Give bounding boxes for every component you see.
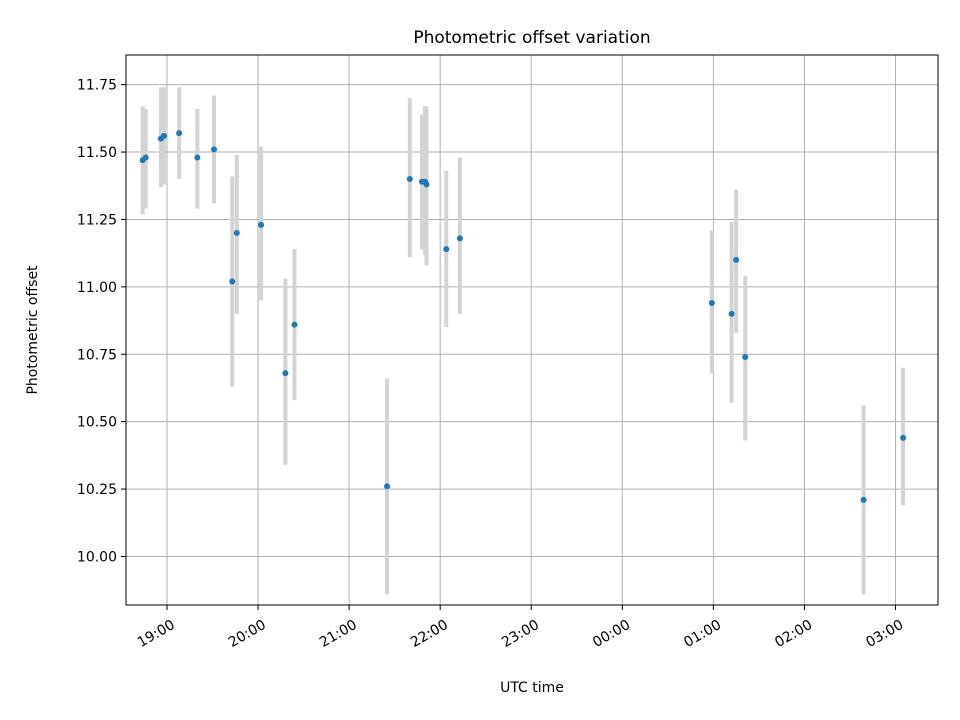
data-point — [194, 154, 201, 161]
y-axis-ticks: 10.00 10.25 10.50 10.75 11.00 11.25 11.50 11.75 — [77, 78, 126, 565]
data-point — [742, 353, 749, 360]
y-tick-label: 11.00 — [77, 280, 117, 296]
data-point — [708, 300, 715, 307]
data-point — [443, 246, 450, 253]
y-tick-label: 10.25 — [77, 482, 117, 498]
data-point — [291, 321, 298, 328]
data-point — [423, 181, 430, 188]
data-point — [211, 146, 218, 153]
y-tick-label: 10.75 — [77, 347, 117, 363]
data-point — [258, 221, 265, 228]
data-point — [233, 229, 240, 236]
chart-title: Photometric offset variation — [413, 28, 650, 48]
data-point — [384, 483, 391, 490]
grid — [126, 55, 938, 605]
y-tick-label: 11.25 — [77, 212, 117, 228]
data-point — [176, 130, 183, 137]
y-tick-label: 10.50 — [77, 415, 117, 431]
x-axis-label: UTC time — [500, 680, 564, 696]
y-tick-label: 11.50 — [77, 145, 117, 161]
y-tick-label: 11.75 — [77, 78, 117, 94]
data-point — [728, 310, 735, 317]
data-point — [229, 278, 236, 285]
data-point — [456, 235, 463, 242]
data-point — [860, 496, 867, 503]
data-point — [406, 176, 413, 183]
y-tick-label: 10.00 — [77, 549, 117, 565]
plot-frame — [125, 54, 939, 606]
data-point — [160, 132, 167, 139]
y-axis-label: Photometric offset — [25, 265, 41, 395]
data-point — [900, 434, 907, 441]
data-point — [733, 256, 740, 263]
data-point — [282, 370, 289, 377]
data-points — [139, 130, 907, 503]
data-point — [142, 154, 149, 161]
